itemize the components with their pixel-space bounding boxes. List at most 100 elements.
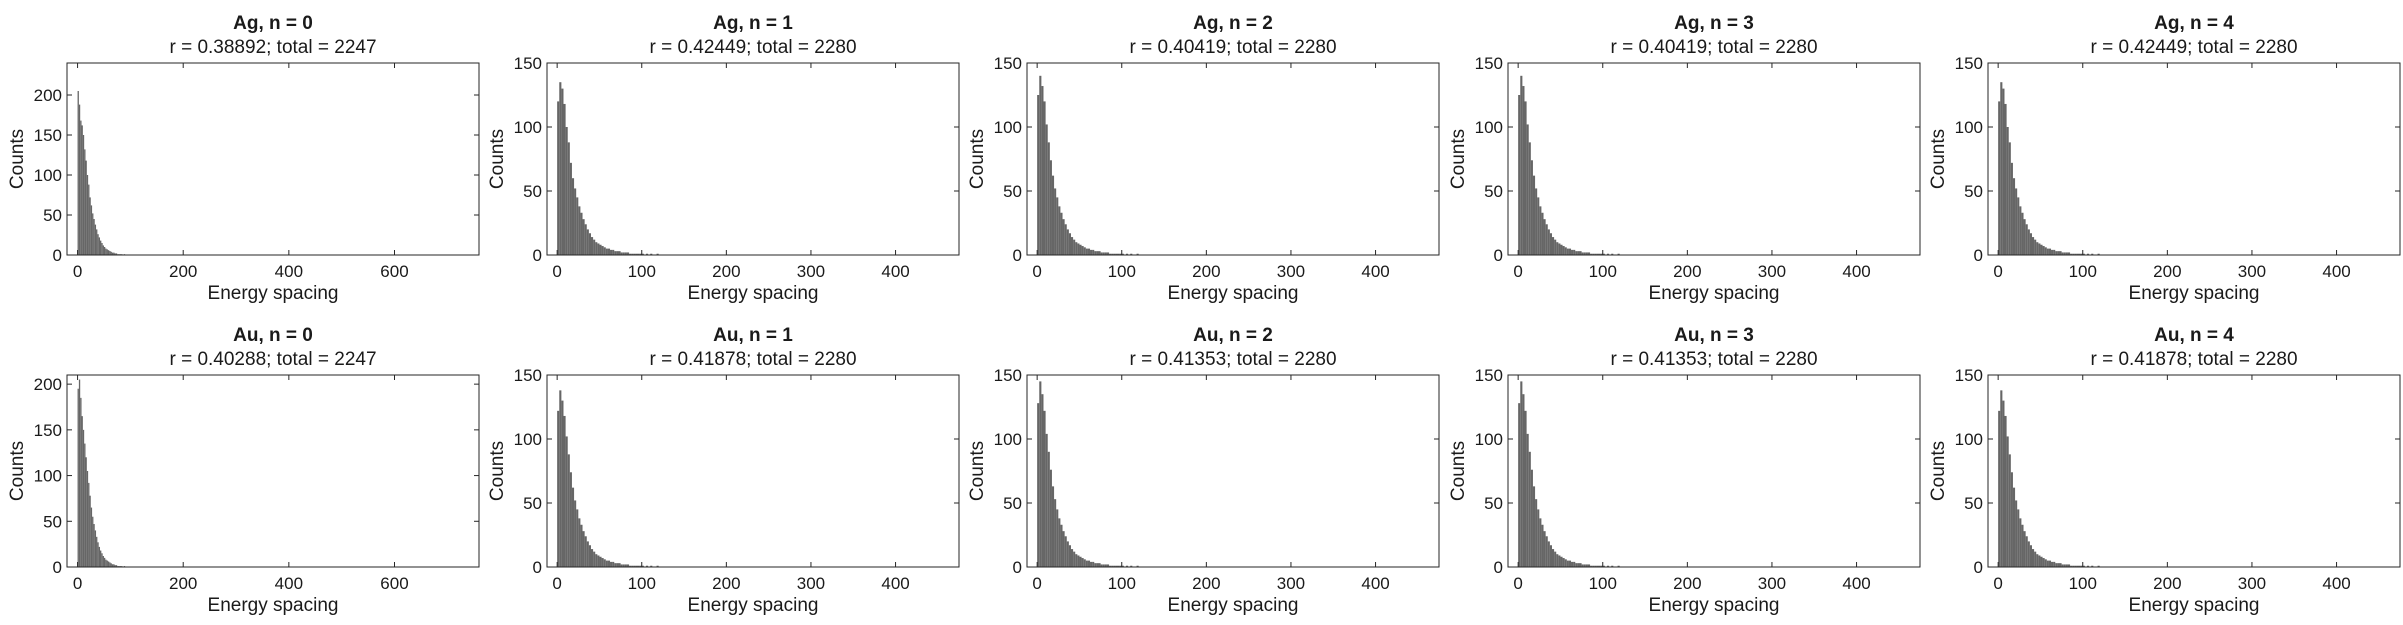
histogram-bar [1549, 233, 1552, 255]
histogram-bar [1596, 565, 1599, 567]
histogram-bar [1575, 563, 1578, 567]
x-tick-label: 300 [797, 262, 825, 281]
y-tick-label: 150 [994, 366, 1022, 385]
histogram-bar [582, 219, 585, 255]
y-tick-label: 100 [34, 166, 62, 185]
plot-area-frame [1507, 62, 1921, 256]
x-axis-label: Energy spacing [208, 283, 339, 304]
histogram-bar [2072, 565, 2075, 567]
histogram-bar [588, 233, 591, 255]
x-tick-label: 400 [1842, 574, 1870, 593]
histogram-bar [2019, 518, 2022, 567]
histogram-bar [1579, 251, 1582, 255]
histogram-bar [110, 251, 112, 255]
histogram-bar [1547, 541, 1550, 567]
histogram-bar [593, 239, 596, 255]
histogram-bar [1037, 95, 1040, 255]
histogram-bar [1098, 251, 1101, 255]
histogram-bar [80, 397, 82, 567]
histogram-bar [2080, 253, 2083, 255]
histogram-bar [1583, 252, 1586, 255]
histogram-bar [601, 558, 604, 567]
histogram-bar [111, 564, 114, 567]
histogram-bar [1998, 101, 2001, 256]
x-tick-label: 0 [1513, 574, 1522, 593]
histogram-bar [1070, 237, 1074, 255]
histogram-bar [93, 219, 95, 255]
histogram-bar [576, 509, 579, 567]
histogram-bar [595, 242, 598, 255]
y-tick-label: 100 [994, 118, 1022, 137]
histogram-bar [2080, 565, 2083, 567]
histogram-bar [2057, 251, 2060, 255]
histogram-bar [89, 495, 91, 567]
histogram-bar [1537, 509, 1540, 567]
histogram-bar [588, 545, 591, 567]
x-axis-label: Energy spacing [208, 595, 339, 616]
histogram-bar [2015, 188, 2018, 255]
histogram-bar [2019, 206, 2022, 255]
histogram-bar [561, 88, 564, 255]
histogram-bar [650, 253, 653, 255]
histogram-bar [1056, 197, 1059, 255]
x-axis-label: Energy spacing [1168, 283, 1299, 304]
histogram-bar [1045, 433, 1048, 567]
histogram-bar [1043, 410, 1046, 567]
histogram-bar [88, 482, 90, 567]
x-tick-label: 0 [1993, 262, 2002, 281]
histogram-bar [1136, 565, 1139, 567]
histogram-bar [1526, 433, 1529, 567]
histogram-bars [77, 379, 126, 567]
histogram-bar [2048, 248, 2052, 255]
histogram-bar [1611, 565, 1614, 567]
histogram-bar [2042, 246, 2045, 255]
histogram-bar [1115, 253, 1118, 255]
histogram-bar [2061, 252, 2064, 255]
histogram-bar [110, 563, 112, 567]
histogram-bar [637, 253, 640, 255]
chart-title: Ag, n = 3 [1674, 13, 1754, 34]
histogram-bar [81, 416, 83, 567]
chart-subtitle: r = 0.38892; total = 2247 [169, 37, 376, 58]
plot-area-frame [1987, 62, 2401, 256]
histogram-bar [2078, 565, 2081, 567]
histogram-bar [2097, 565, 2100, 567]
histogram-bar [1073, 239, 1076, 255]
histogram-bar [1083, 559, 1086, 567]
histogram-bar [85, 457, 87, 567]
x-tick-label: 300 [1758, 262, 1786, 281]
histogram-bar [557, 101, 560, 256]
histogram-bar [1121, 253, 1124, 255]
histogram-bar [614, 251, 617, 255]
histogram-bar [645, 253, 649, 255]
histogram-bar [1602, 565, 1605, 567]
histogram-bar [1606, 253, 1610, 255]
histogram-bar [78, 379, 81, 567]
histogram-bars [1518, 381, 1620, 567]
histogram-bar [86, 175, 89, 255]
x-tick-label: 0 [1993, 574, 2002, 593]
x-tick-label: 600 [380, 574, 408, 593]
histogram-bar [105, 559, 107, 567]
histogram-bars [77, 91, 126, 256]
histogram-bar [1117, 253, 1120, 255]
histogram-bar [2023, 219, 2026, 255]
histogram-bar [1111, 565, 1114, 567]
histogram-bar [641, 253, 644, 255]
histogram-bar [1041, 394, 1044, 567]
histogram-bar [1562, 558, 1565, 567]
histogram-bar [1106, 564, 1110, 567]
histogram-bar [605, 560, 608, 567]
histogram-bar [2048, 560, 2052, 567]
histogram-bar [645, 565, 649, 567]
x-tick-label: 0 [552, 574, 561, 593]
histogram-bar [1115, 565, 1118, 567]
histogram-bar [1545, 224, 1548, 255]
histogram-bars [557, 82, 659, 256]
x-tick-label: 400 [2322, 262, 2350, 281]
y-tick-label: 0 [1494, 246, 1503, 265]
histogram-bar [1543, 219, 1546, 255]
chart-panel: 0 100 200 300 400 0 50 100 150 Ag, n = 3 r = 0.404… [1448, 13, 1921, 304]
histogram-bar [569, 162, 572, 255]
histogram-bar [2086, 565, 2090, 567]
